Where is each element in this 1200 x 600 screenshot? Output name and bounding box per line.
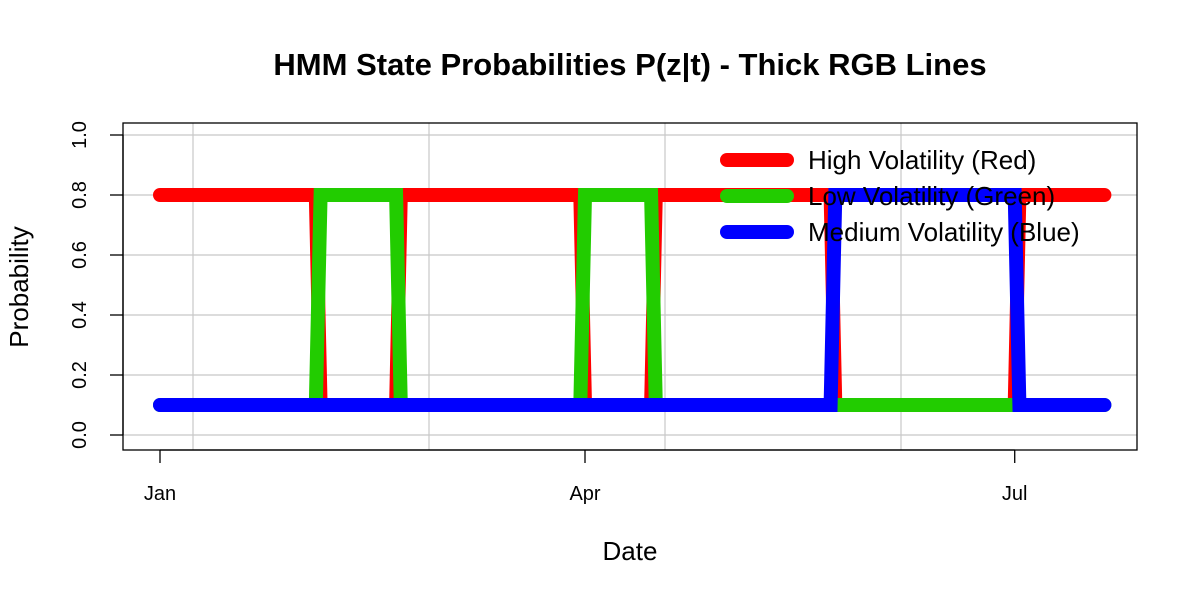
- y-axis-label: Probability: [4, 226, 34, 347]
- series-line-2: [153, 188, 1112, 412]
- y-tick-label-5: 1.0: [69, 121, 91, 149]
- legend-label-1: Low Volatility (Green): [808, 181, 1055, 211]
- y-tick-label-0: 0.0: [69, 421, 91, 449]
- y-axis: 0.0 0.2 0.4 0.6 0.8 1.0: [69, 121, 124, 449]
- x-tick-label-2: Jul: [1002, 483, 1028, 505]
- chart-title: HMM State Probabilities P(z|t) - Thick R…: [273, 47, 986, 82]
- x-tick-label-0: Jan: [144, 483, 176, 505]
- y-tick-label-3: 0.6: [69, 241, 91, 269]
- y-tick-label-2: 0.4: [69, 301, 91, 329]
- y-tick-label-1: 0.2: [69, 361, 91, 389]
- x-tick-label-1: Apr: [569, 483, 600, 505]
- legend: High Volatility (Red) Low Volatility (Gre…: [720, 145, 1080, 247]
- series-lines: [153, 188, 1112, 412]
- x-axis-label: Date: [603, 536, 658, 566]
- y-tick-label-4: 0.8: [69, 181, 91, 209]
- series-line-1: [153, 188, 1112, 412]
- legend-label-0: High Volatility (Red): [808, 145, 1036, 175]
- legend-label-2: Medium Volatility (Blue): [808, 217, 1080, 247]
- x-axis: Jan Apr Jul: [144, 449, 1028, 505]
